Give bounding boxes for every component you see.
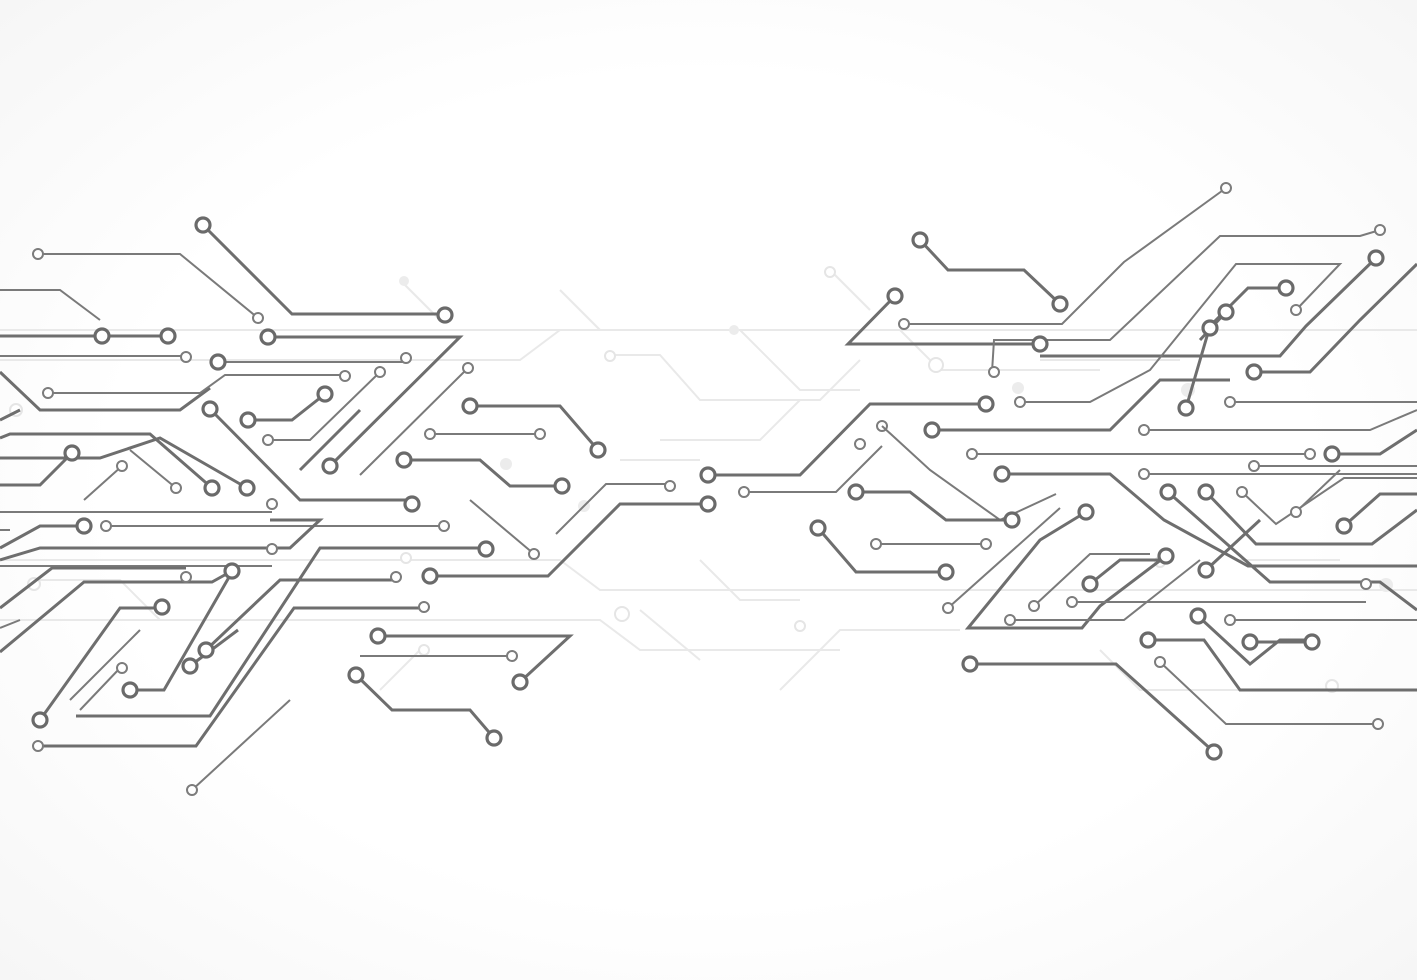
center-connection (699, 395, 995, 498)
right-circuit-cluster (809, 182, 1417, 761)
faint-traces (0, 266, 1417, 693)
left-circuit-cluster (0, 216, 717, 796)
